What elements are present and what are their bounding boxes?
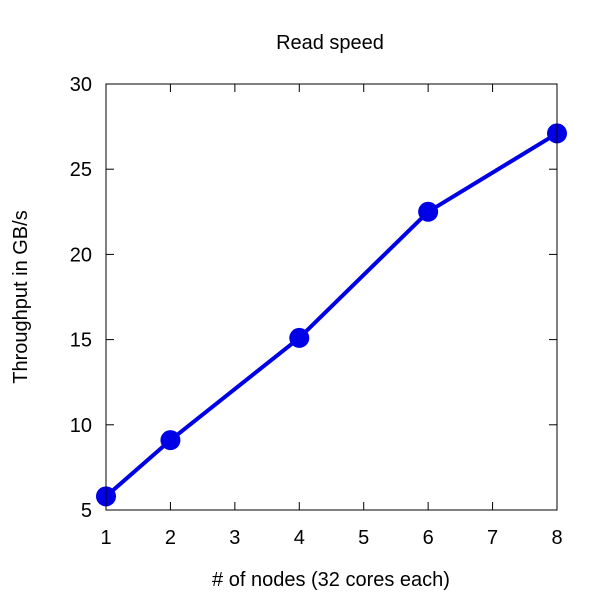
chart-title: Read speed (276, 32, 384, 54)
y-tick-label: 25 (70, 159, 92, 181)
x-tick-label: 7 (487, 527, 498, 549)
x-tick-label: 1 (100, 527, 111, 549)
plot-frame (105, 83, 558, 511)
series-layer (96, 123, 567, 507)
y-tick-label: 15 (70, 330, 92, 352)
data-point (289, 327, 310, 348)
y-tick-label: 10 (70, 415, 92, 437)
data-point (160, 430, 181, 451)
x-axis-label: # of nodes (32 cores each) (212, 569, 450, 591)
y-tick-label: 5 (81, 500, 92, 522)
x-tick-label: 2 (165, 527, 176, 549)
x-tick-label: 6 (423, 527, 434, 549)
y-tick-label: 30 (70, 74, 92, 96)
y-axis-label: Throughput in GB/s (10, 210, 32, 383)
data-point (418, 201, 439, 222)
axis-tick-labels: 1 2 3 4 5 6 7 8 5 10 15 20 25 30 (70, 74, 563, 549)
x-tick-label: 3 (229, 527, 240, 549)
x-tick-label: 5 (358, 527, 369, 549)
x-tick-label: 8 (551, 527, 562, 549)
y-tick-label: 20 (70, 244, 92, 266)
x-tick-label: 4 (294, 527, 305, 549)
